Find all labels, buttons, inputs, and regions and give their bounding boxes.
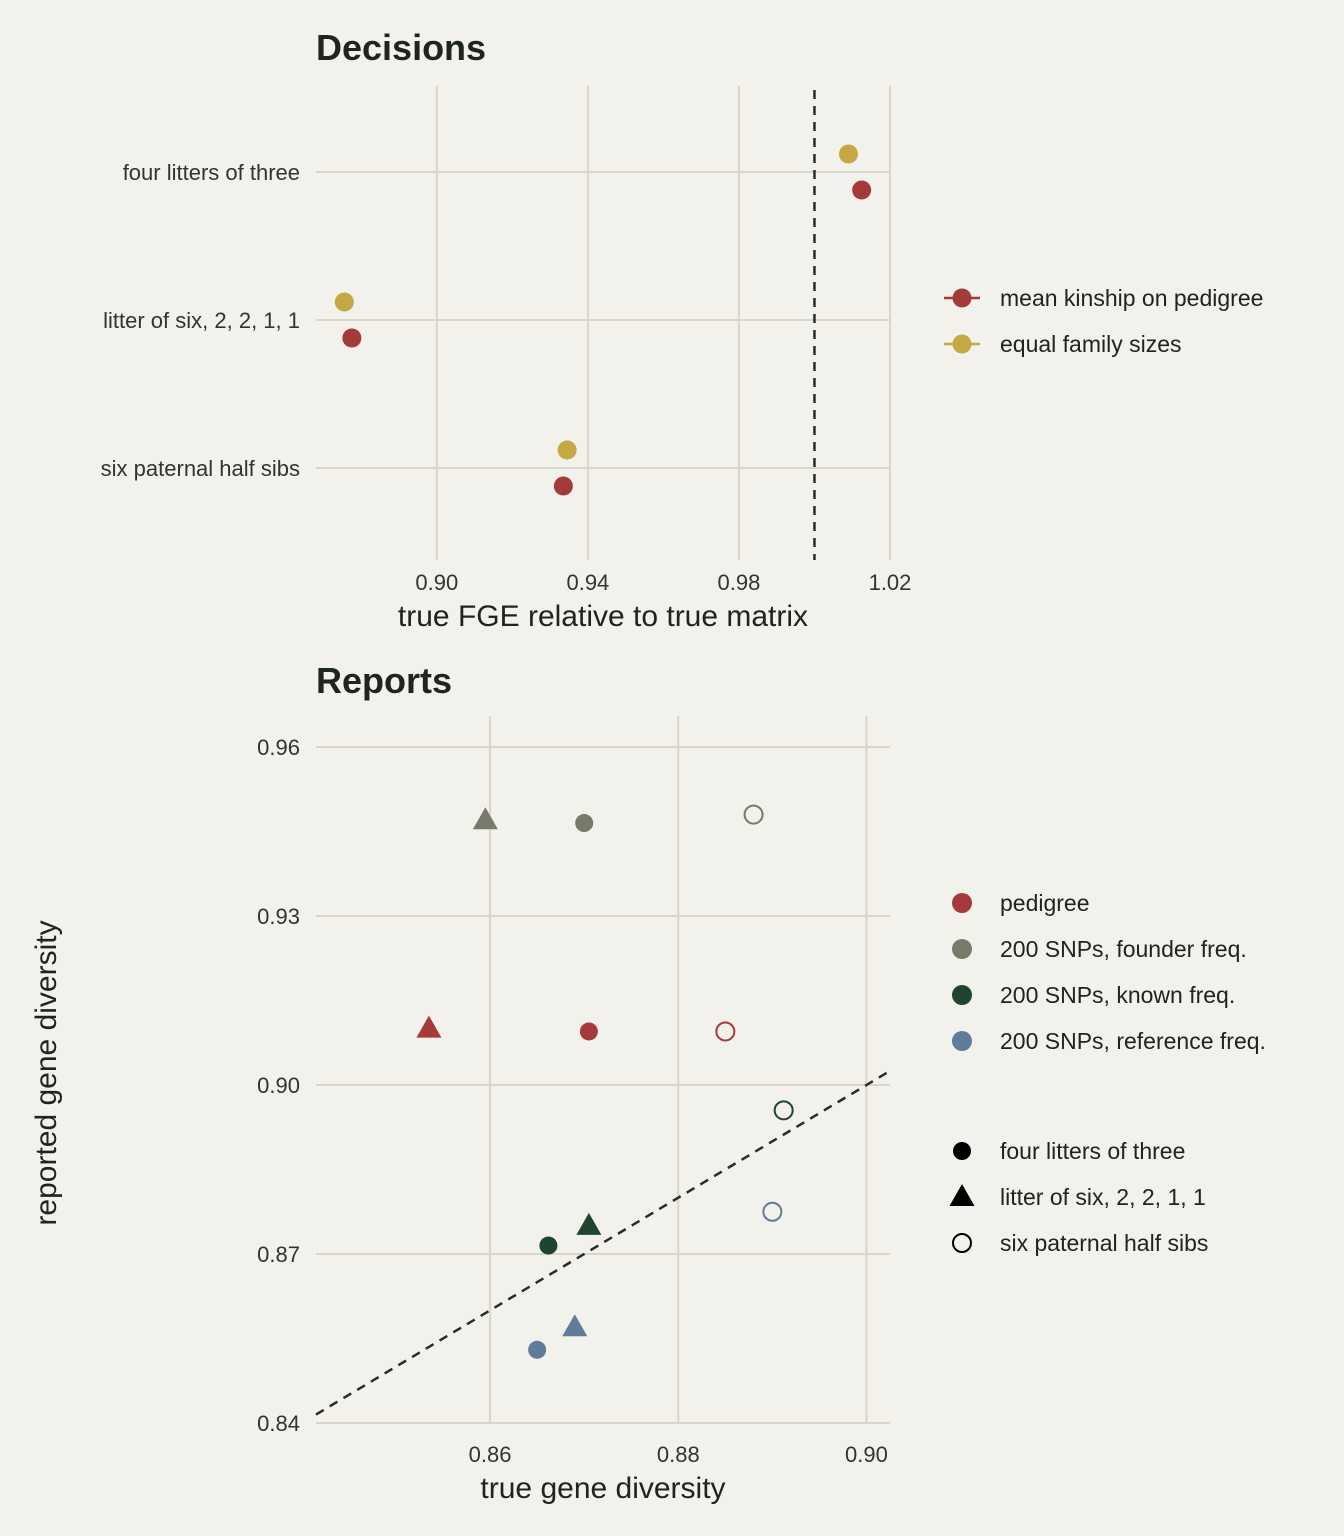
reports-panel: Reports 0.84 0.87 0.90 0.93 0.96 0.86 0.88 0.9…	[30, 660, 1266, 1505]
reports-gridlines	[316, 716, 890, 1424]
decisions-panel: Decisions four litters of three litter of…	[101, 27, 1264, 633]
decisions-x-tick-label: 0.94	[566, 570, 609, 595]
decisions-x-tick-label: 0.90	[415, 570, 458, 595]
reports-legend-shape-key	[952, 1233, 972, 1253]
decisions-x-tick-label: 1.02	[869, 570, 912, 595]
reports-point-200-snps-reference-freq-four-litters-of-three	[528, 1340, 547, 1359]
reports-legend-design-label: six paternal half sibs	[1000, 1230, 1208, 1256]
reports-legend-design-label: four litters of three	[1000, 1138, 1185, 1164]
reports-y-tick-label: 0.84	[257, 1411, 300, 1436]
reports-legend-method-label: 200 SNPs, reference freq.	[1000, 1028, 1266, 1054]
reports-x-tick-label: 0.90	[845, 1442, 888, 1467]
decisions-x-tick-label: 0.98	[718, 570, 761, 595]
reports-y-axis-title: reported gene diversity	[30, 920, 63, 1225]
reports-x-tick-label: 0.88	[657, 1442, 700, 1467]
decisions-gridlines	[316, 86, 891, 560]
reports-point-pedigree-four-litters-of-three	[579, 1022, 598, 1041]
reports-legend-color-key	[952, 985, 972, 1005]
decisions-title: Decisions	[316, 27, 486, 68]
reports-point-200-snps-known-freq-six-paternal-half-sibs	[773, 1100, 794, 1121]
decisions-category-label: litter of six, 2, 2, 1, 1	[103, 308, 300, 333]
reports-legend-shape-key	[949, 1184, 975, 1206]
decisions-legend-key-dot	[952, 288, 972, 308]
reports-legend-design-label: litter of six, 2, 2, 1, 1	[1000, 1184, 1206, 1210]
reports-legend-color-key	[952, 1031, 972, 1051]
decisions-legend-key-dot	[952, 334, 972, 354]
reports-point-200-snps-known-freq-four-litters-of-three	[539, 1236, 558, 1255]
reports-point-200-snps-founder-freq-four-litters-of-three	[575, 814, 594, 833]
decisions-points	[334, 144, 872, 496]
decisions-legend-label: equal family sizes	[1000, 331, 1182, 357]
reports-point-200-snps-reference-freq-litter-of-six-2-2-1-1	[562, 1314, 588, 1337]
decisions-point-mean-kinship-on-pedigree-six-paternal-half-sibs	[553, 476, 573, 496]
reports-point-200-snps-known-freq-litter-of-six-2-2-1-1	[576, 1212, 602, 1235]
reports-legend-shape-key	[953, 1142, 971, 1160]
decisions-category-label: four litters of three	[123, 160, 300, 185]
reports-y-tick-label: 0.96	[257, 735, 300, 760]
decisions-point-equal-family-sizes-litter-of-six-2-2-1-1	[334, 292, 354, 312]
reports-y-tick-label: 0.90	[257, 1073, 300, 1098]
reports-y-tick-label: 0.93	[257, 904, 300, 929]
reports-legend-method-label: 200 SNPs, founder freq.	[1000, 936, 1247, 962]
decisions-x-axis-title: true FGE relative to true matrix	[398, 600, 808, 633]
decisions-legend-label: mean kinship on pedigree	[1000, 285, 1263, 311]
reports-x-tick-labels: 0.86 0.88 0.90	[469, 1442, 888, 1467]
reports-design-legend: four litters of three litter of six, 2, 2…	[949, 1138, 1208, 1256]
reports-point-200-snps-founder-freq-six-paternal-half-sibs	[743, 804, 764, 825]
reports-point-200-snps-founder-freq-litter-of-six-2-2-1-1	[472, 807, 498, 830]
reports-point-pedigree-six-paternal-half-sibs	[715, 1021, 736, 1042]
reports-identity-dashed-line	[315, 1069, 891, 1416]
reports-identity-line	[315, 1069, 891, 1416]
reports-y-tick-labels: 0.84 0.87 0.90 0.93 0.96	[257, 735, 300, 1436]
decisions-category-label: six paternal half sibs	[101, 456, 300, 481]
reports-points	[416, 804, 794, 1359]
decisions-legend: mean kinship on pedigree equal family siz…	[944, 285, 1263, 357]
decisions-category-labels: four litters of three litter of six, 2, 2…	[101, 160, 300, 481]
reports-legend-color-key	[952, 939, 972, 959]
decisions-point-equal-family-sizes-four-litters-of-three	[838, 144, 858, 164]
reports-legend-method-label: pedigree	[1000, 890, 1090, 916]
reports-legend-color-key	[952, 893, 972, 913]
decisions-x-tick-labels: 0.90 0.94 0.98 1.02	[415, 570, 911, 595]
reports-point-200-snps-reference-freq-six-paternal-half-sibs	[762, 1201, 783, 1222]
reports-x-tick-label: 0.86	[469, 1442, 512, 1467]
reports-x-axis-title: true gene diversity	[480, 1472, 725, 1505]
reports-point-pedigree-litter-of-six-2-2-1-1	[416, 1015, 442, 1038]
reports-legend-method-label: 200 SNPs, known freq.	[1000, 982, 1235, 1008]
decisions-point-mean-kinship-on-pedigree-four-litters-of-three	[852, 180, 872, 200]
reports-title: Reports	[316, 660, 452, 701]
reports-method-legend: pedigree 200 SNPs, founder freq. 200 SNPs,…	[952, 890, 1266, 1054]
decisions-point-mean-kinship-on-pedigree-litter-of-six-2-2-1-1	[342, 328, 362, 348]
reports-y-tick-label: 0.87	[257, 1242, 300, 1267]
decisions-point-equal-family-sizes-six-paternal-half-sibs	[557, 440, 577, 460]
